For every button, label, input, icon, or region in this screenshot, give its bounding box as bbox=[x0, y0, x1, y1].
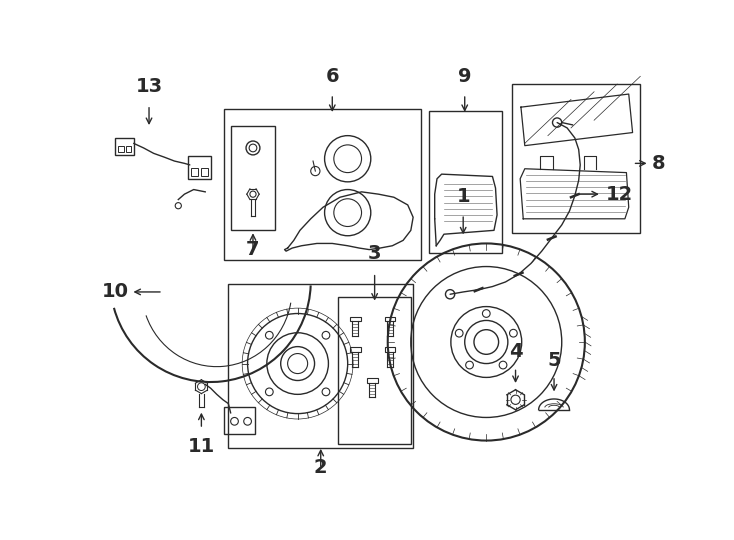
Bar bbox=[512, 84, 640, 233]
Bar bbox=[115, 138, 134, 155]
Bar bbox=[118, 146, 124, 152]
Bar bbox=[350, 316, 361, 321]
Bar bbox=[350, 347, 361, 352]
Bar bbox=[230, 126, 275, 231]
Bar bbox=[385, 316, 396, 321]
Bar bbox=[126, 146, 131, 152]
Text: 3: 3 bbox=[368, 245, 382, 264]
Text: 11: 11 bbox=[188, 437, 215, 456]
Text: 5: 5 bbox=[548, 350, 561, 370]
Bar bbox=[385, 347, 396, 352]
Bar bbox=[201, 168, 208, 176]
Text: 9: 9 bbox=[458, 68, 471, 86]
Bar bbox=[367, 378, 378, 383]
Bar bbox=[338, 298, 411, 444]
Text: 10: 10 bbox=[101, 282, 128, 301]
Text: 8: 8 bbox=[652, 154, 666, 173]
Bar bbox=[187, 156, 211, 179]
Bar bbox=[228, 284, 413, 448]
Text: 12: 12 bbox=[606, 185, 633, 204]
Bar bbox=[225, 408, 255, 434]
Bar bbox=[429, 111, 501, 253]
Text: 7: 7 bbox=[246, 240, 260, 259]
Text: 1: 1 bbox=[457, 187, 470, 206]
Bar bbox=[191, 168, 198, 176]
Bar bbox=[225, 110, 421, 260]
Text: 4: 4 bbox=[509, 342, 523, 361]
Text: 13: 13 bbox=[136, 77, 163, 96]
Text: 2: 2 bbox=[314, 458, 327, 477]
Text: 6: 6 bbox=[325, 68, 339, 86]
